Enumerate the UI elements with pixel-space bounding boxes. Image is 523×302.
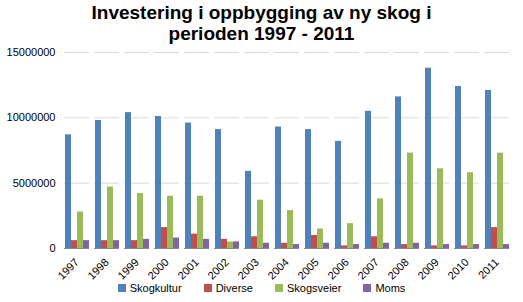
svg-text:2005: 2005 — [295, 256, 321, 282]
svg-text:2010: 2010 — [445, 256, 471, 282]
svg-text:2007: 2007 — [355, 256, 381, 282]
html-text:Diverse: Diverse — [215, 282, 253, 294]
svg-text:2011: 2011 — [476, 256, 501, 281]
svg-text:2008: 2008 — [385, 256, 411, 282]
html-text:Investering i oppbygging av ny: Investering i oppbygging av ny skog i pe… — [91, 2, 432, 44]
svg-text:2000: 2000 — [145, 256, 171, 282]
svg-text:1999: 1999 — [115, 256, 141, 282]
svg-text:2006: 2006 — [325, 256, 351, 282]
svg-text:1997: 1997 — [55, 256, 81, 282]
svg-text:1998: 1998 — [85, 256, 111, 282]
html-text:Moms: Moms — [375, 282, 406, 294]
svg-text:2003: 2003 — [235, 256, 261, 282]
html-text:Skogkultur: Skogkultur — [129, 282, 182, 294]
svg-text:15000000: 15000000 — [7, 46, 56, 58]
svg-text:2009: 2009 — [415, 256, 441, 282]
svg-text:10000000: 10000000 — [7, 111, 56, 123]
svg-text:5000000: 5000000 — [13, 177, 56, 189]
svg-text:2004: 2004 — [265, 256, 291, 282]
svg-text:0: 0 — [49, 242, 55, 254]
html-text:Skogsveier: Skogsveier — [287, 282, 342, 294]
svg-text:2001: 2001 — [175, 256, 201, 282]
svg-text:2002: 2002 — [205, 256, 231, 282]
